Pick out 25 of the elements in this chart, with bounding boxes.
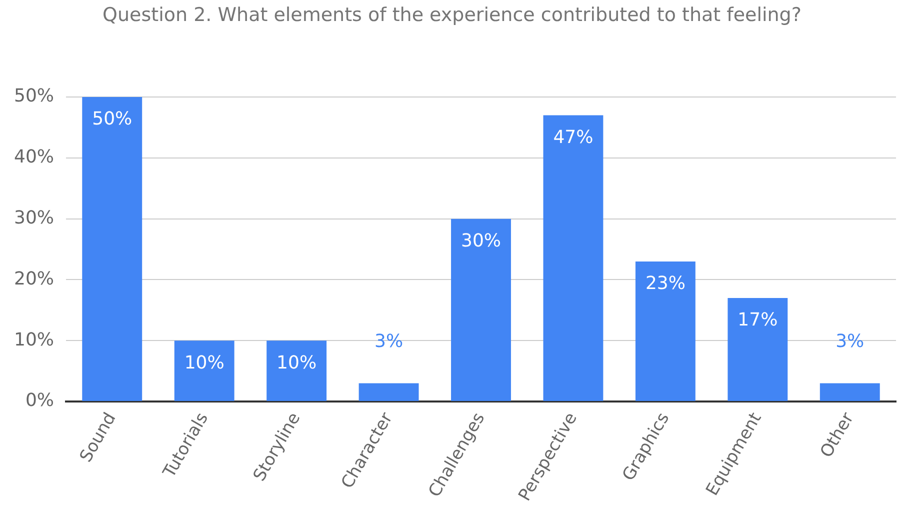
data-label: 3% bbox=[374, 330, 404, 352]
chart-title: Question 2. What elements of the experience contributed to that feeling? bbox=[102, 4, 802, 26]
data-label: 3% bbox=[836, 330, 864, 352]
bar bbox=[174, 340, 234, 402]
y-tick-label: 20% bbox=[14, 268, 54, 290]
y-tick-label: 50% bbox=[14, 86, 54, 107]
y-tick-label: 30% bbox=[14, 207, 54, 228]
bar bbox=[820, 383, 880, 402]
bar bbox=[266, 340, 327, 402]
y-tick-label: 40% bbox=[14, 146, 54, 168]
bar bbox=[358, 383, 419, 402]
y-tick-label: 0% bbox=[25, 390, 54, 412]
data-label: 23% bbox=[645, 273, 686, 294]
data-label: 50% bbox=[92, 108, 132, 130]
data-label: 47% bbox=[553, 126, 594, 148]
bar bbox=[635, 261, 696, 402]
y-tick-label: 10% bbox=[14, 329, 54, 350]
data-label: 30% bbox=[460, 230, 502, 252]
bar bbox=[82, 97, 142, 402]
bar bbox=[451, 218, 511, 402]
data-label: 10% bbox=[184, 352, 224, 374]
bar bbox=[543, 115, 604, 402]
data-label: 17% bbox=[738, 310, 778, 331]
data-label: 10% bbox=[276, 352, 317, 374]
bar bbox=[728, 298, 788, 402]
